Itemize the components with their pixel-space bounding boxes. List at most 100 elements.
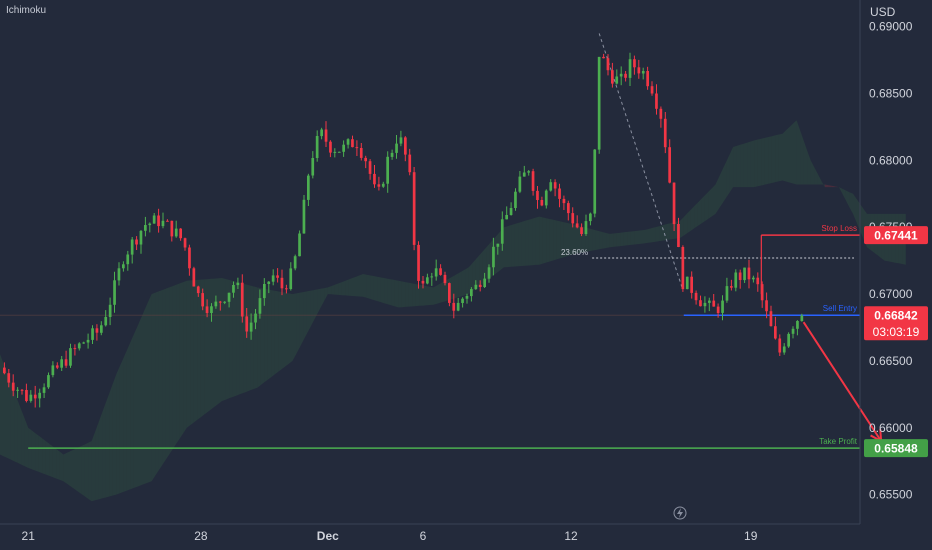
- candle-body: [152, 215, 156, 224]
- arrow-shaft[interactable]: [802, 321, 882, 442]
- candle-body: [544, 190, 548, 206]
- candle-body: [179, 228, 182, 239]
- candle-body: [492, 246, 495, 268]
- candle-body: [558, 188, 561, 199]
- candle-body: [778, 338, 782, 353]
- cloud-segment: [768, 136, 772, 184]
- candle-body: [77, 343, 81, 349]
- candle-body: [681, 247, 685, 290]
- cloud-segment: [542, 217, 547, 264]
- x-tick-label: 21: [22, 529, 36, 543]
- cloud-segment: [504, 226, 508, 268]
- candle-body: [567, 203, 570, 214]
- candle-body: [113, 280, 116, 305]
- cloud-segment: [17, 400, 22, 465]
- candle-body: [333, 151, 337, 153]
- candle-body: [148, 223, 152, 226]
- price-badges: 0.67441 0.66842 03:03:19 0.65848: [864, 226, 928, 458]
- cloud-segment: [363, 274, 367, 298]
- cloud-segment: [341, 280, 346, 296]
- candle-body: [443, 274, 447, 284]
- candle-body: [730, 286, 733, 288]
- cloud-segment: [715, 177, 719, 214]
- cloud-segment: [24, 418, 29, 468]
- cloud-segment: [282, 292, 286, 369]
- cloud-segment: [63, 452, 67, 484]
- cloud-segment: [563, 222, 568, 258]
- candle-body: [289, 268, 293, 289]
- cloud-segment: [59, 451, 64, 482]
- indicator-label[interactable]: Ichimoku: [6, 5, 47, 16]
- cloud-segment: [229, 279, 233, 399]
- candle-body: [285, 288, 288, 290]
- candle-body: [412, 172, 416, 245]
- cloud-segment: [222, 278, 226, 401]
- candle-body: [368, 161, 372, 174]
- cloud-segment: [52, 446, 57, 479]
- candle-body: [47, 375, 50, 388]
- candle-body: [474, 284, 478, 290]
- cloud-segment: [497, 231, 501, 273]
- candle-body: [7, 373, 11, 383]
- candle-body: [91, 328, 94, 340]
- candle-body: [527, 171, 530, 173]
- cloud-segment: [200, 279, 205, 418]
- cloud-segment: [176, 283, 180, 444]
- cloud-segment: [387, 278, 392, 306]
- cloud-segment: [285, 292, 289, 367]
- cloud-segment: [719, 169, 723, 209]
- candle-body: [593, 149, 597, 214]
- lightning-icon[interactable]: [673, 506, 687, 520]
- candle-body: [100, 325, 103, 333]
- cloud-segment: [215, 278, 219, 407]
- cloud-segment: [144, 302, 148, 484]
- candle-body: [386, 156, 389, 184]
- candle-body: [302, 199, 306, 234]
- cloud-segment: [620, 232, 624, 247]
- candle-body: [531, 171, 535, 191]
- candle-body: [769, 311, 773, 327]
- cloud-segment: [299, 292, 304, 348]
- cloud-segment: [116, 366, 120, 495]
- cloud-segment: [105, 393, 110, 498]
- candle-body: [16, 389, 19, 391]
- cloud-segment: [243, 283, 247, 393]
- cloud-segment: [539, 216, 543, 265]
- x-tick-label: 6: [420, 529, 427, 543]
- candle-body: [637, 67, 641, 74]
- cloud-segment: [405, 282, 409, 307]
- candle-body: [602, 56, 605, 59]
- cloud-segment: [366, 274, 371, 299]
- candle-body: [3, 367, 6, 374]
- cloud-segment: [613, 233, 617, 247]
- cloud-segment: [271, 290, 275, 377]
- cloud-segment: [165, 287, 170, 460]
- candle-body: [174, 228, 178, 237]
- candle-body: [496, 243, 500, 247]
- cloud-segment: [482, 247, 487, 284]
- candle-body: [51, 365, 55, 376]
- cloud-segment: [683, 213, 688, 236]
- candle-body: [377, 184, 381, 187]
- cloud-segment: [394, 280, 399, 308]
- candle-body: [426, 277, 429, 284]
- cloud-segment: [331, 284, 335, 295]
- candle-body: [104, 317, 108, 326]
- candle-body: [633, 59, 636, 68]
- candle-body: [311, 158, 315, 176]
- cloud-segment: [461, 269, 466, 297]
- candle-body: [796, 321, 799, 329]
- cloud-segment: [645, 229, 649, 244]
- cloud-segment: [592, 229, 596, 251]
- y-tick-label: 0.67000: [869, 287, 913, 301]
- candle-body: [267, 281, 271, 284]
- candle-body: [126, 254, 130, 265]
- candle-body: [157, 215, 160, 227]
- time-axis[interactable]: 21 28 Dec 6 12 19: [22, 529, 758, 543]
- cloud-segment: [313, 289, 318, 321]
- y-tick-label: 0.66000: [869, 421, 913, 435]
- cloud-segment: [757, 138, 762, 187]
- cloud-segment: [521, 220, 526, 266]
- cloud-segment: [726, 154, 730, 198]
